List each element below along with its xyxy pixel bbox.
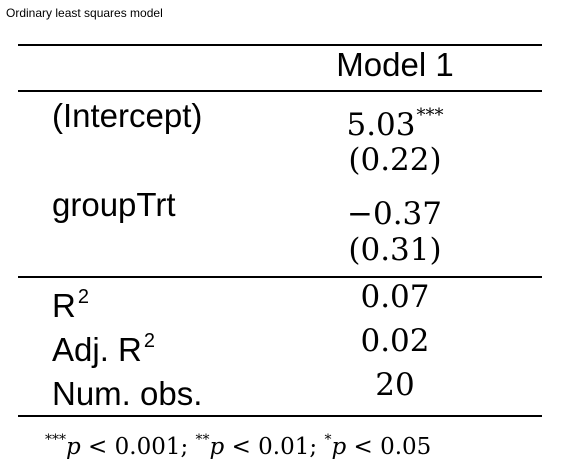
significance-note: ***p < 0.001; **p < 0.01; *p < 0.05 [45, 425, 431, 462]
model-header: Model 1 [336, 46, 454, 83]
stat-label-text: Adj. R [52, 331, 142, 368]
note-stars: * [324, 432, 332, 448]
term-label: (Intercept) [52, 97, 203, 134]
note-stars: *** [45, 432, 66, 448]
table-caption: Ordinary least squares model [6, 6, 163, 20]
bottom-rule [18, 415, 542, 417]
stat-value: 0.02 [360, 323, 430, 359]
stat-superscript: 2 [77, 286, 89, 308]
standard-error: (0.31) [348, 232, 442, 268]
note-threshold: < 0.001; [80, 434, 196, 460]
stat-value: 20 [375, 367, 415, 403]
top-rule [18, 44, 542, 46]
significance-stars: *** [416, 105, 444, 126]
note-p: p [331, 434, 347, 460]
note-threshold: < 0.01; [224, 434, 325, 460]
estimate-value: −0.37 [347, 196, 442, 232]
coefficient-estimate: −0.37 [305, 186, 485, 233]
stat-superscript: 2 [143, 330, 155, 352]
note-p: p [66, 434, 81, 460]
standard-error: (0.22) [348, 142, 442, 178]
coefficient-estimate: 5.03*** [305, 97, 485, 144]
stat-label: Num. obs. [52, 366, 204, 413]
stat-label-text: R [52, 287, 76, 324]
note-stars: ** [195, 432, 210, 448]
header-rule [18, 90, 542, 92]
term-label: groupTrt [52, 186, 176, 223]
estimate-value: 5.03 [346, 107, 416, 143]
note-threshold: < 0.05 [346, 434, 432, 460]
note-p: p [209, 434, 225, 460]
stat-label-text: Num. obs. [52, 375, 203, 412]
stats-rule [18, 276, 542, 278]
stat-value: 0.07 [360, 279, 430, 315]
